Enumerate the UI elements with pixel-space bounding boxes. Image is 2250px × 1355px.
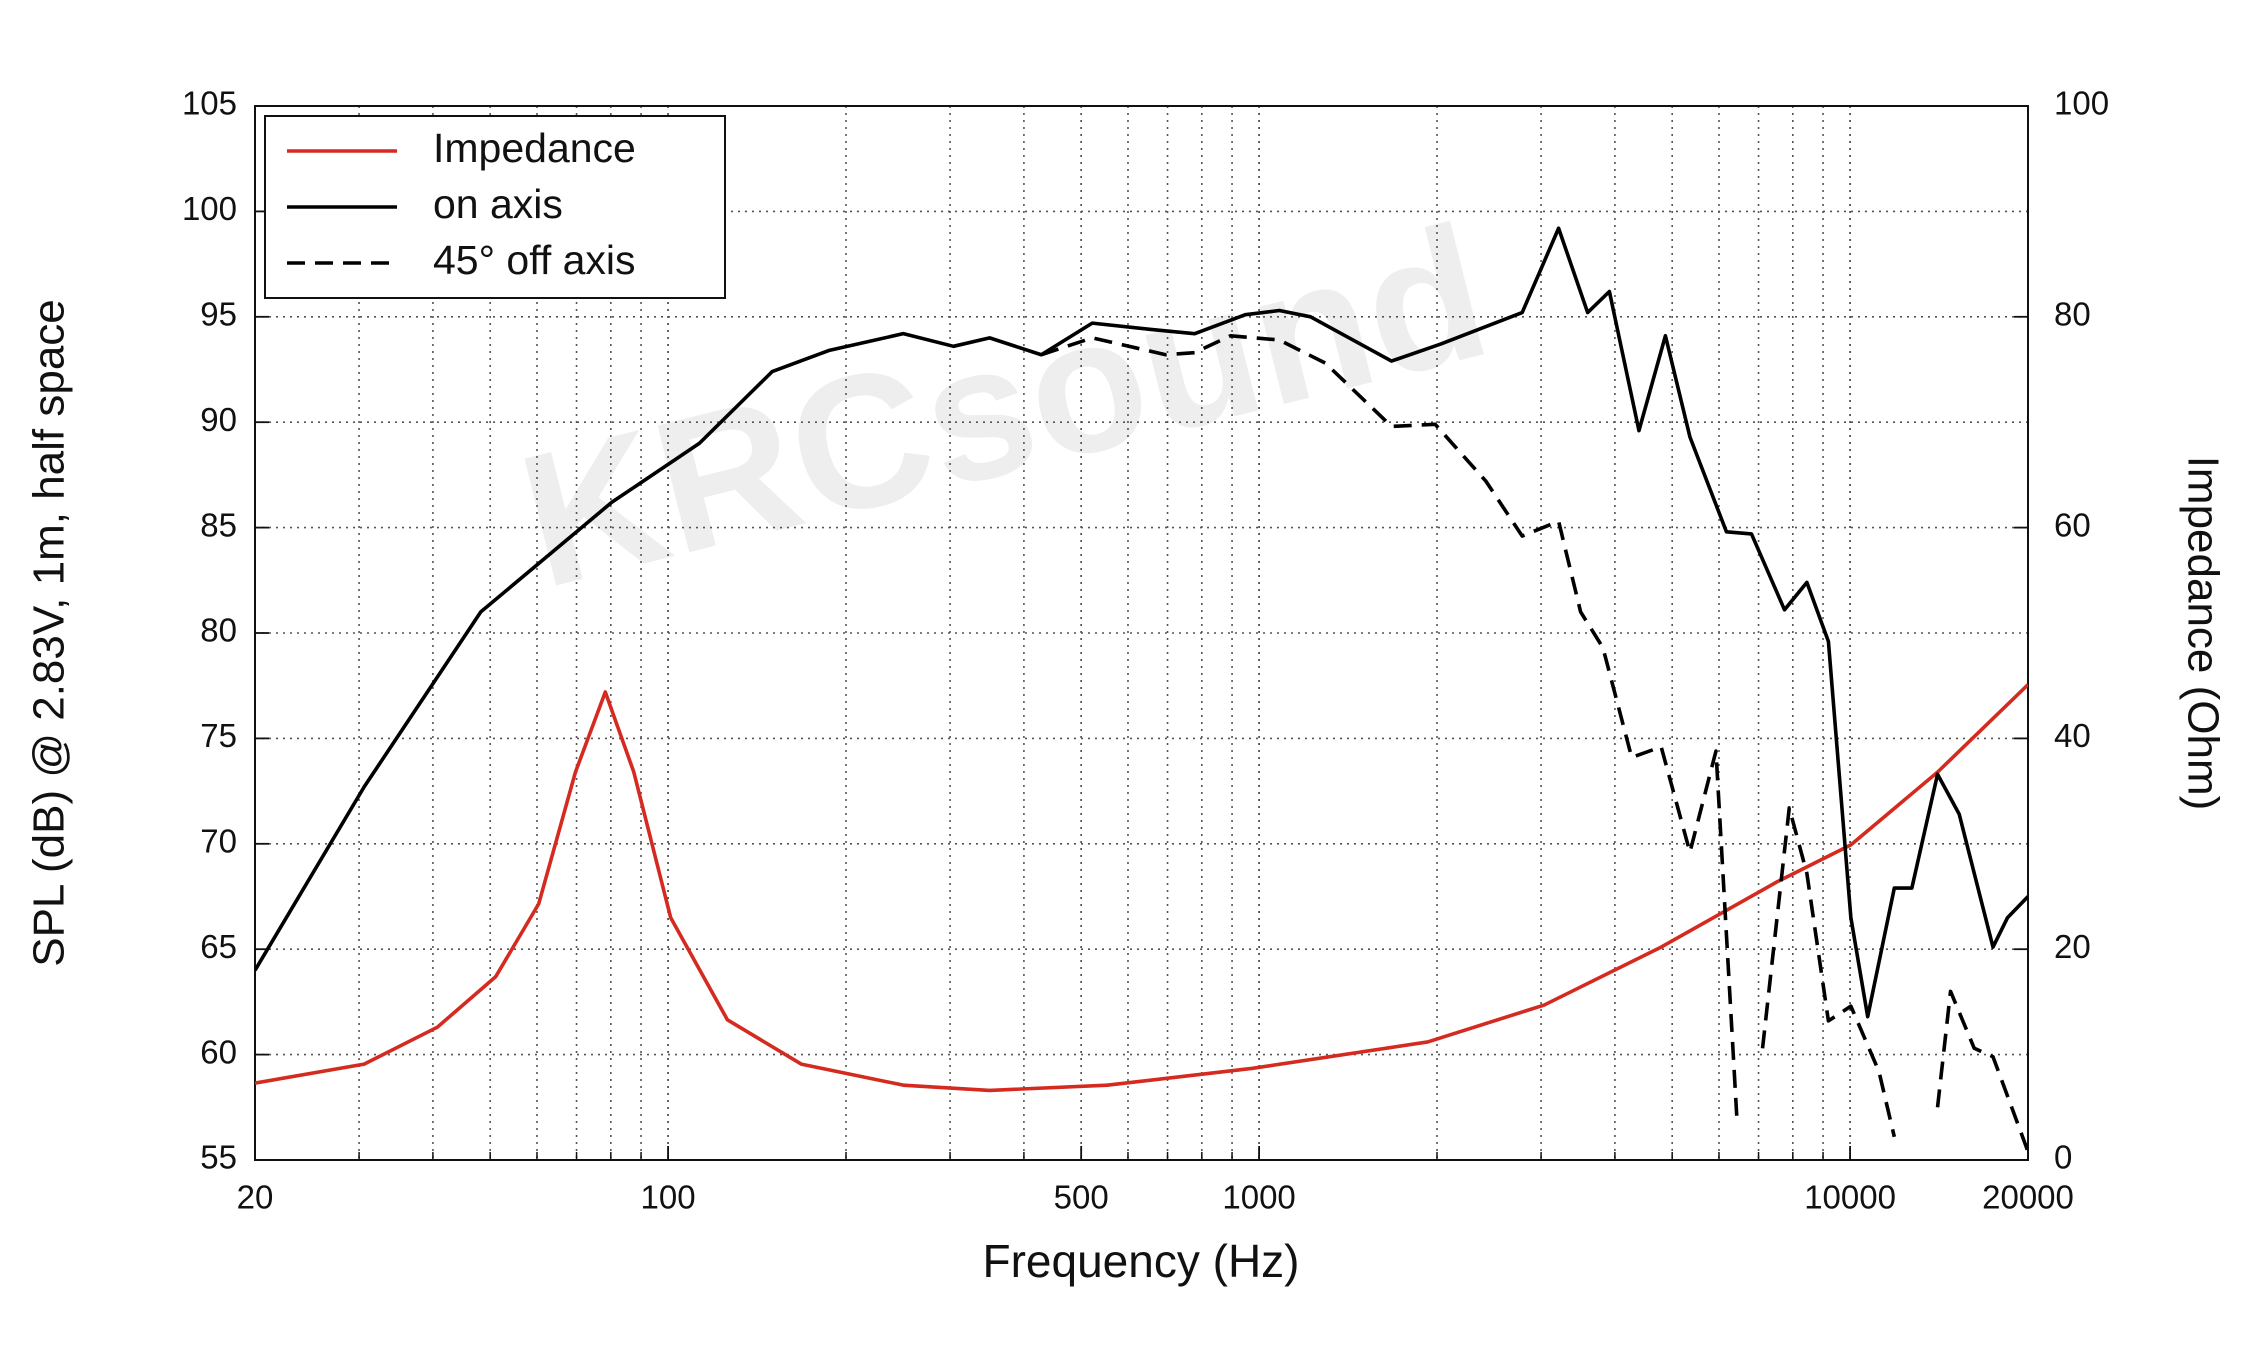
y-tick-label: 105 — [182, 85, 237, 122]
series-line — [1040, 333, 2028, 1153]
y2-tick-label: 40 — [2054, 717, 2091, 754]
x-tick-label: 1000 — [1222, 1179, 1295, 1216]
y-tick-label: 55 — [200, 1139, 237, 1176]
x-axis-title: Frequency (Hz) — [983, 1235, 1300, 1287]
x-tick-label: 500 — [1054, 1179, 1109, 1216]
y2-tick-label: 100 — [2054, 85, 2109, 122]
legend-label: 45° off axis — [433, 237, 636, 283]
y2-tick-label: 60 — [2054, 506, 2091, 543]
plot-frame — [254, 105, 2029, 1161]
y2-tick-label: 80 — [2054, 296, 2091, 333]
legend-label: on axis — [433, 181, 563, 227]
series-line — [255, 226, 2028, 1019]
x-tick-label: 20 — [237, 1179, 274, 1216]
y2-axis-title: Impedance (Ohm) — [2178, 456, 2227, 811]
legend-label: Impedance — [433, 125, 636, 171]
y-tick-label: 100 — [182, 190, 237, 227]
series-group — [1040, 333, 2028, 1153]
y-tick-label: 80 — [200, 612, 237, 649]
y-axis-title: SPL (dB) @ 2.83V, 1m, half space — [25, 299, 74, 967]
y2-tick-label: 20 — [2054, 928, 2091, 965]
y-tick-label: 60 — [200, 1033, 237, 1070]
y-tick-label: 85 — [200, 506, 237, 543]
y-tick-label: 95 — [200, 296, 237, 333]
x-tick-label: 100 — [641, 1179, 696, 1216]
y-tick-label: 90 — [200, 401, 237, 438]
series-group — [255, 683, 2028, 1093]
y-tick-label: 75 — [200, 717, 237, 754]
y-tick-label: 70 — [200, 823, 237, 860]
x-tick-label: 10000 — [1804, 1179, 1896, 1216]
y2-tick-label: 0 — [2054, 1139, 2072, 1176]
y-tick-label: 65 — [200, 928, 237, 965]
series-line — [255, 683, 2028, 1093]
series-group — [255, 226, 2028, 1019]
x-tick-label: 20000 — [1982, 1179, 2074, 1216]
